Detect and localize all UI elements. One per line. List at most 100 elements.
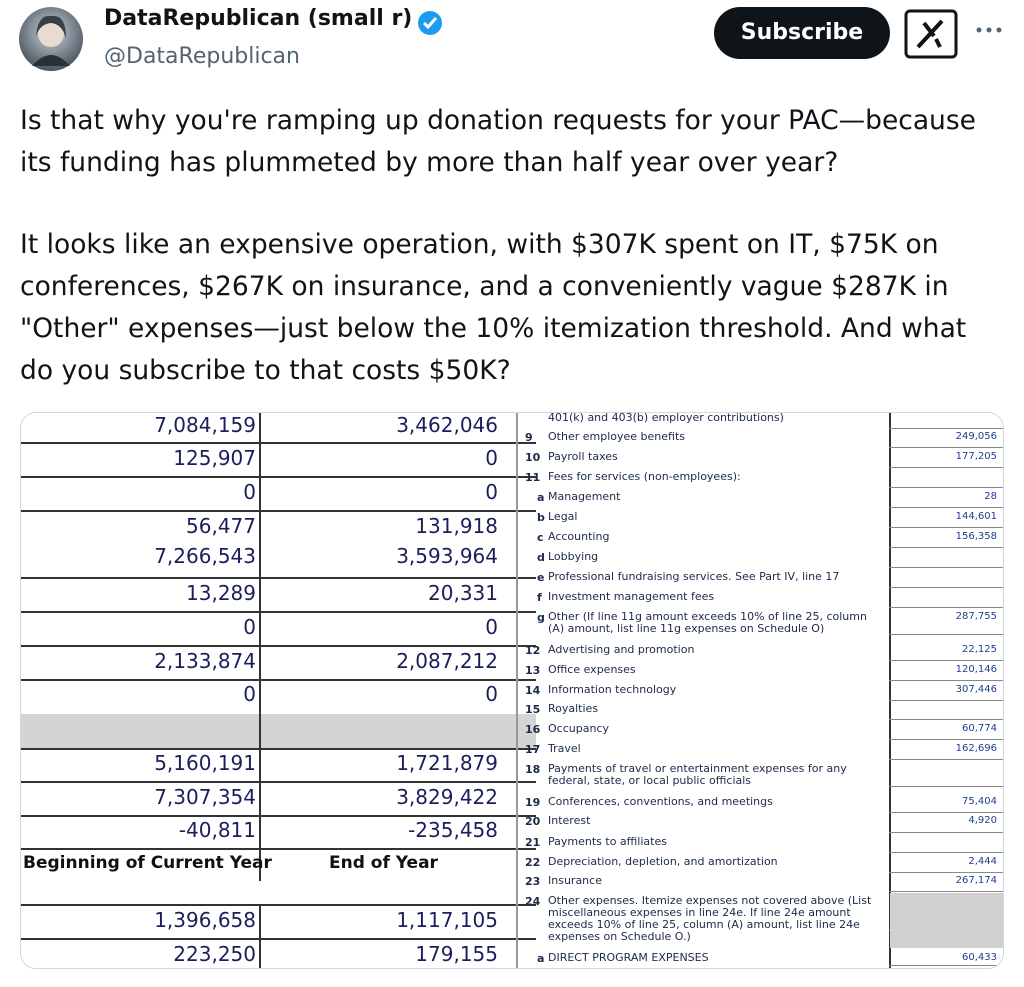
author-handle[interactable]: @DataRepublican	[104, 44, 300, 69]
table-value: 0	[485, 615, 498, 639]
table-value: 20,331	[428, 581, 498, 605]
table-value: 56,477	[186, 514, 256, 538]
table-value: 3,593,964	[396, 544, 498, 568]
form-line-number: a	[537, 952, 545, 965]
form-rule	[889, 413, 891, 968]
form-line-label: Advertising and promotion	[548, 643, 695, 656]
form-line-number: 11	[525, 471, 541, 484]
table-rule	[259, 413, 261, 881]
form-line-number: 18	[525, 763, 541, 776]
form-line-amount: 287,755	[955, 611, 997, 622]
form-line-label: Information technology	[548, 683, 677, 696]
form-line-label: Professional fundraising services. See P…	[548, 570, 840, 583]
form-line-label: Payments of travel or entertainment expe…	[548, 762, 847, 787]
table-rule	[21, 781, 536, 783]
form-line-amount: 4,920	[968, 815, 997, 826]
form-line-number: f	[537, 591, 542, 604]
table-value: 1,117,105	[396, 908, 498, 932]
table-value: 179,155	[415, 942, 498, 966]
form-line-label: Fees for services (non-employees):	[548, 470, 741, 483]
attached-image[interactable]: 7,084,159 3,462,046 125,907 0 0 0 56,477 131,91…	[20, 412, 1004, 969]
form-line-label: DIRECT PROGRAM EXPENSES	[548, 951, 709, 964]
form-rule	[889, 547, 1003, 548]
form-line-number: 22	[525, 856, 541, 869]
table-rule	[21, 645, 536, 647]
grok-button[interactable]	[904, 9, 958, 59]
form-line-amount: 177,205	[955, 451, 997, 462]
form-line-label: Other expenses. Itemize expenses not cov…	[548, 894, 872, 943]
form-line-number: 10	[525, 451, 541, 464]
more-button[interactable]	[975, 24, 1005, 36]
form-line-label: Legal	[548, 510, 578, 523]
avatar[interactable]	[18, 6, 84, 72]
form-line-amount: 162,696	[955, 743, 997, 754]
form-line-amount: 22,125	[962, 644, 997, 655]
form-rule	[889, 832, 1003, 833]
table-rule	[259, 904, 261, 968]
table-value: 2,133,874	[154, 649, 256, 673]
tweet-text-line: do you subscribe to that costs $50K?	[20, 355, 511, 386]
form-line-number: 13	[525, 664, 541, 677]
form-rule	[889, 812, 1003, 813]
form-line-number: 21	[525, 836, 541, 849]
column-header: Beginning of Current Year	[23, 853, 272, 873]
form-line-label: Occupancy	[548, 722, 609, 735]
form-rule	[889, 634, 1003, 635]
form-line-label: Depreciation, depletion, and amortizatio…	[548, 855, 778, 868]
form-rule	[889, 607, 1003, 608]
table-rule	[21, 848, 536, 850]
form-line-amount: 307,446	[955, 684, 997, 695]
form-rule	[889, 700, 1003, 701]
form-line-number: 24	[525, 895, 541, 908]
table-value: 7,084,159	[154, 413, 256, 437]
form-line-label: Other employee benefits	[548, 430, 685, 443]
table-value: 223,250	[173, 942, 256, 966]
tweet-text-line: "Other" expenses—just below the 10% item…	[20, 313, 967, 344]
form-line-amount: 75,404	[962, 796, 997, 807]
form-line-number: 14	[525, 684, 541, 697]
table-value: 2,087,212	[396, 649, 498, 673]
table-value: 0	[485, 480, 498, 504]
form-rule	[889, 852, 1003, 853]
table-value: 3,829,422	[396, 785, 498, 809]
form-rule	[889, 872, 1003, 873]
form-line-number: g	[537, 611, 545, 624]
table-rule	[21, 904, 536, 906]
form-line-number: c	[537, 531, 544, 544]
form-rule	[889, 680, 1003, 681]
table-rule	[21, 748, 536, 750]
tweet-text-line: It looks like an expensive operation, wi…	[20, 229, 939, 260]
table-rule	[516, 413, 518, 968]
form-line-label: Travel	[548, 742, 581, 755]
form-line-label: Office expenses	[548, 663, 636, 676]
author-name[interactable]: DataRepublican (small r)	[104, 6, 413, 31]
form-line-label: Royalties	[548, 702, 599, 715]
form-line-number: b	[537, 511, 545, 524]
form-line-number: 23	[525, 875, 541, 888]
form-line-number: e	[537, 571, 545, 584]
form-line-amount: 267,174	[955, 875, 997, 886]
form-line-label: Other (If line 11g amount exceeds 10% of…	[548, 610, 867, 635]
form-line-label: Payments to affiliates	[548, 835, 667, 848]
table-rule	[21, 510, 536, 512]
form-rule	[889, 965, 1003, 966]
form-rule	[889, 739, 1003, 740]
form-line-label: Conferences, conventions, and meetings	[548, 795, 773, 808]
form-line-label: Payroll taxes	[548, 450, 618, 463]
table-value: 3,462,046	[396, 413, 498, 437]
table-rule	[21, 611, 536, 613]
table-value: 1,396,658	[154, 908, 256, 932]
table-rule	[21, 938, 536, 940]
form-line-amount: 60,774	[962, 723, 997, 734]
table-value: 125,907	[173, 446, 256, 470]
form-rule	[889, 487, 1003, 488]
table-value: 7,266,543	[154, 544, 256, 568]
table-value: 131,918	[415, 514, 498, 538]
column-header: End of Year	[329, 853, 438, 873]
table-rule	[21, 815, 536, 817]
form-line-number: 20	[525, 815, 541, 828]
form-line-amount: 120,146	[955, 664, 997, 675]
form-line-label: Lobbying	[548, 550, 599, 563]
subscribe-button[interactable]: Subscribe	[714, 7, 890, 59]
